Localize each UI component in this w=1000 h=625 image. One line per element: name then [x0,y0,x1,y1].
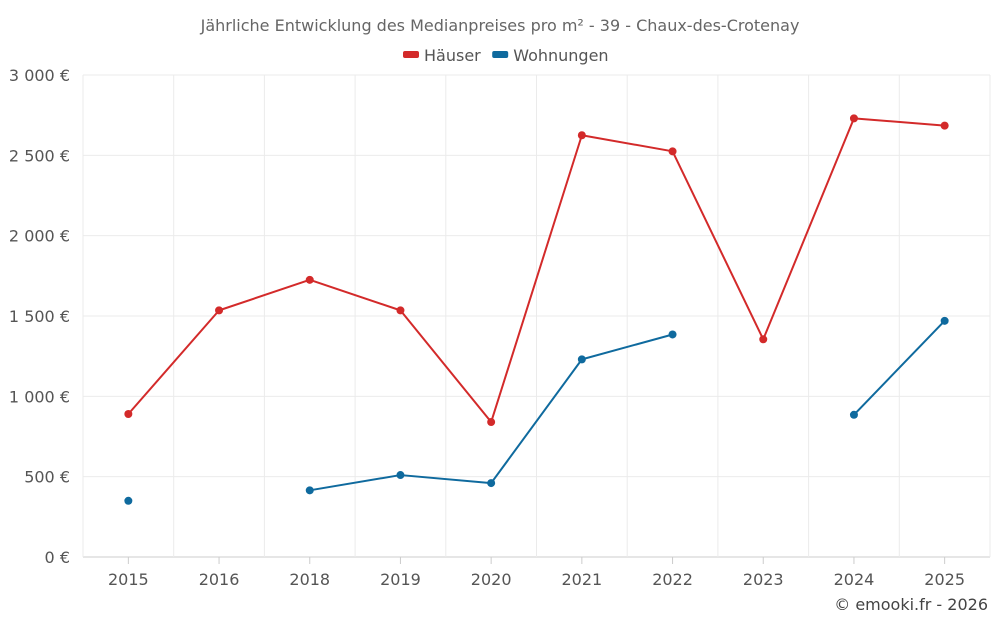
series-wohnungen [124,316,949,505]
data-point [124,410,133,419]
y-axis: 0 € 500 € 1 000 € 1 500 € 2 000 € 2 500 € 3 00… [9,66,70,567]
legend-swatch [492,51,509,58]
x-tick-label: 2021 [561,570,602,589]
data-point [396,471,405,480]
data-point [759,335,768,344]
legend-swatch [403,51,419,58]
series-line [127,117,945,424]
data-point [940,121,949,130]
x-tick-label: 2016 [199,570,240,589]
data-point [577,355,586,364]
y-tick-label: 0 € [45,548,70,567]
legend-label: Häuser [424,46,481,65]
y-tick-label: 1 000 € [9,387,70,406]
data-point [668,147,677,156]
legend-item-wohnungen: Wohnungen [492,46,609,65]
chart-title: Jährliche Entwicklung des Medianpreises … [200,16,800,35]
credit-text: © emooki.fr - 2026 [834,595,988,614]
x-axis: 2015 2016 2018 2019 2020 2021 2022 2023 2024 2025 [108,557,965,589]
x-tick-label: 2024 [834,570,875,589]
legend: Häuser Wohnungen [403,46,609,65]
data-point [487,418,496,427]
legend-item-häuser: Häuser [403,46,481,65]
data-point [396,306,405,315]
data-point [215,306,224,315]
data-point [577,131,586,140]
y-tick-label: 500 € [24,468,70,487]
x-tick-label: 2015 [108,570,149,589]
data-point [305,486,314,495]
data-point [849,410,858,419]
data-point [849,114,858,123]
series-line [853,320,946,416]
x-tick-label: 2018 [289,570,330,589]
data-point [940,316,949,325]
y-tick-label: 2 000 € [9,227,70,246]
series-layer [124,114,949,505]
x-tick-label: 2025 [924,570,965,589]
x-tick-label: 2019 [380,570,421,589]
data-point [487,479,496,488]
grid [82,74,991,558]
x-tick-label: 2020 [471,570,512,589]
series-häuser [124,114,949,427]
series-line [309,333,673,492]
x-tick-label: 2022 [652,570,693,589]
legend-label: Wohnungen [513,46,608,65]
y-tick-label: 3 000 € [9,66,70,85]
data-point [305,275,314,284]
data-point [124,496,133,505]
y-tick-label: 1 500 € [9,307,70,326]
y-tick-label: 2 500 € [9,146,70,165]
x-tick-label: 2023 [743,570,784,589]
data-point [668,330,677,339]
